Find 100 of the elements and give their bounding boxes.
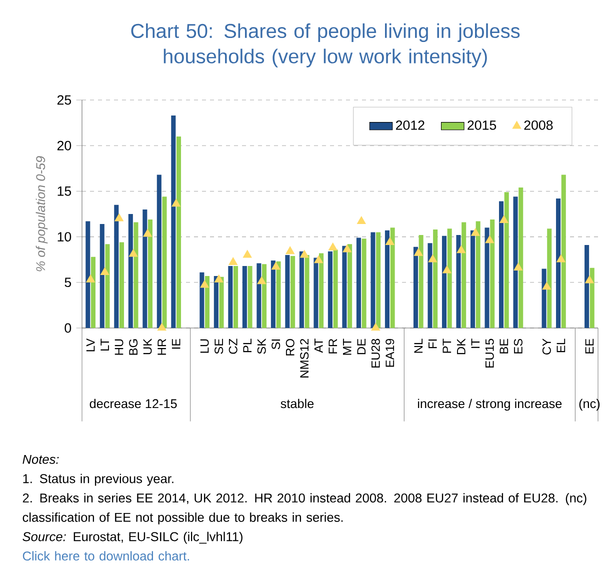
bar [504,192,509,328]
x-tick-label: CZ [228,338,238,354]
bar [590,268,594,328]
x-tick-label: SI [272,340,280,350]
point [585,276,594,284]
bar [513,196,518,328]
bar [276,261,281,328]
point [342,244,352,252]
bar [333,250,338,328]
point [514,262,523,270]
bar [428,243,432,328]
y-tick-label: 10 [58,232,72,242]
point [385,237,394,245]
point [442,265,452,274]
x-tick-label: CY [542,338,551,354]
bar [171,116,176,328]
point [314,255,324,264]
point [172,198,181,207]
bar [142,209,148,328]
point [86,274,95,282]
bar [219,276,224,328]
point [114,213,124,222]
x-tick-label: PT [442,338,452,353]
point [143,229,152,237]
point [242,250,252,258]
bar [518,188,524,328]
bar [200,272,204,328]
text: Click here to download chart. [22,551,189,561]
point [500,215,508,224]
x-tick-label: FR [328,338,338,354]
bar [134,222,138,328]
bar [447,228,452,328]
x-tick-label: SE [214,338,224,354]
bar [542,268,546,328]
x-tick-label: HU [114,339,124,355]
point [556,254,566,262]
x-tick-label: DE [357,338,366,354]
bar [285,255,290,328]
bar [214,276,218,328]
x-tick-label: AT [314,338,323,353]
x-tick-label: SK [257,338,266,354]
x-tick-label: DK [457,338,466,354]
bar [148,219,153,328]
y-tick-label: 15 [58,186,72,196]
bar [413,246,418,328]
text: stable [280,398,314,408]
x-tick-label: IE [172,338,180,349]
bar [384,230,390,328]
point [200,280,210,288]
text: Notes: [22,454,59,464]
text: 1. Status in previous year. [23,474,174,486]
bar [484,228,490,328]
point [542,282,552,290]
bar [114,204,119,328]
legend-label: 2008 [524,120,553,130]
point [286,246,295,254]
bar [442,236,447,328]
bar [462,222,466,328]
point [214,274,224,282]
bar [376,232,381,328]
bar [342,246,347,328]
point [428,254,438,262]
bar [390,228,395,328]
bar [256,263,262,328]
bar [362,238,366,328]
x-tick-label: MT [343,338,352,355]
legend-label: 2012 [396,120,424,130]
bar [234,266,238,328]
bar [348,244,352,328]
bar [156,174,162,328]
bar [584,245,590,328]
bar [228,266,233,328]
x-tick-label: UK [143,338,152,354]
text: (nc) [579,398,600,411]
bar [490,219,495,328]
bar [248,266,252,328]
text: increase / strong increase [418,398,562,411]
bar [242,266,247,328]
x-tick-label: FI [428,340,437,348]
point [300,250,309,258]
x-tick-label: EU15 [485,338,494,368]
bar [262,264,267,328]
bar [499,201,504,328]
bar [304,255,310,328]
bar [100,224,104,328]
bar [356,238,361,328]
bar [328,251,332,328]
point [456,245,466,254]
text: Source: Eurostat, EU-SILC (ilc_lvhl11) [22,532,242,544]
x-tick-label: LV [86,338,95,352]
bar [162,196,167,328]
bar [319,253,324,328]
bar [270,260,276,328]
x-tick-label: EL [556,338,566,352]
y-tick-label: 5 [64,278,72,288]
bar [314,258,318,328]
x-tick-label: LT [100,338,109,351]
bar [90,256,96,328]
legend-label: 2015 [468,120,496,130]
x-tick-label: EE [585,338,594,354]
